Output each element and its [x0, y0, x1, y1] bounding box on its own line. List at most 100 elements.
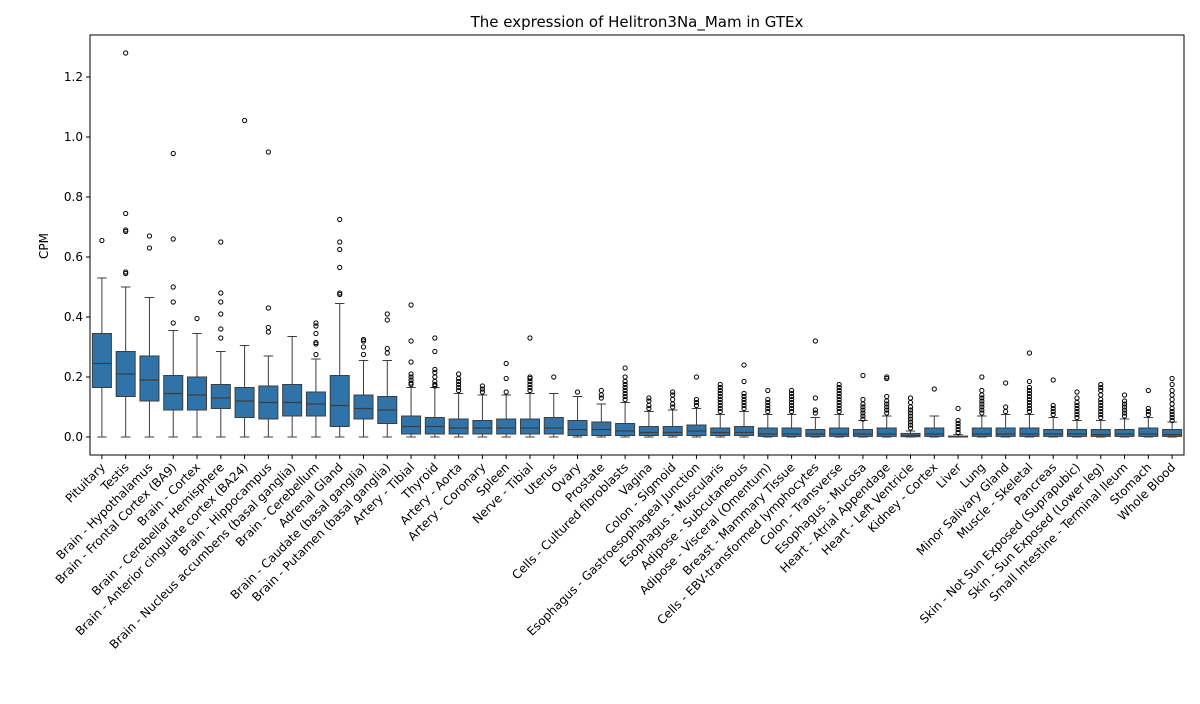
- iqr-box: [401, 415, 422, 435]
- outlier-point: [1050, 377, 1056, 383]
- outlier-point: [408, 371, 414, 377]
- outlier-point: [1121, 410, 1128, 416]
- outlier-point: [146, 233, 153, 239]
- outlier-point: [337, 246, 343, 253]
- outlier-point: [123, 227, 129, 233]
- iqr-box: [662, 426, 683, 436]
- iqr-box: [1138, 427, 1159, 437]
- outlier-point: [907, 404, 914, 410]
- outlier-point: [836, 405, 842, 412]
- outlier-point: [860, 401, 866, 407]
- outlier-point: [123, 50, 129, 56]
- y-tick-label: 1.2: [64, 70, 83, 84]
- outlier-point: [432, 369, 438, 376]
- outlier-point: [360, 351, 367, 358]
- box-group: [1138, 387, 1159, 438]
- outlier-point: [788, 408, 795, 415]
- outlier-point: [1026, 350, 1033, 356]
- outlier-point: [884, 410, 890, 416]
- iqr-box: [187, 376, 208, 411]
- outlier-point: [741, 362, 747, 368]
- outlier-point: [907, 395, 914, 401]
- outlier-point: [408, 302, 414, 308]
- iqr-box: [995, 427, 1016, 437]
- outlier-point: [884, 407, 890, 413]
- outlier-point: [741, 393, 747, 400]
- outlier-point: [955, 429, 961, 436]
- outlier-point: [907, 413, 914, 419]
- outlier-point: [337, 239, 343, 245]
- outlier-point: [717, 402, 723, 409]
- outlier-point: [1098, 408, 1104, 415]
- outlier-point: [646, 405, 652, 412]
- outlier-point: [836, 408, 842, 415]
- outlier-point: [670, 401, 676, 407]
- outlier-point: [1098, 387, 1104, 394]
- outlier-point: [622, 378, 628, 385]
- iqr-box: [615, 423, 636, 436]
- outlier-point: [884, 393, 890, 400]
- outlier-point: [313, 351, 319, 358]
- box-group: [234, 117, 255, 438]
- outlier-point: [432, 366, 438, 373]
- iqr-box: [329, 375, 350, 427]
- iqr-box: [353, 394, 374, 420]
- outlier-point: [622, 387, 628, 394]
- iqr-box: [591, 421, 612, 436]
- outlier-point: [265, 305, 271, 311]
- outlier-point: [812, 410, 818, 416]
- box-group: [210, 239, 231, 438]
- outlier-point: [456, 371, 462, 377]
- outlier-point: [907, 410, 914, 416]
- outlier-point: [1003, 404, 1009, 410]
- outlier-point: [456, 387, 462, 394]
- outlier-point: [1074, 389, 1080, 395]
- outlier-point: [313, 330, 319, 337]
- outlier-point: [788, 399, 795, 406]
- outlier-point: [741, 405, 747, 412]
- outlier-point: [907, 399, 914, 406]
- box-group: [258, 149, 279, 438]
- outlier-point: [788, 402, 795, 409]
- y-tick-label: 0.4: [64, 310, 83, 324]
- outlier-point: [408, 374, 414, 380]
- box-group: [377, 311, 398, 438]
- box-group: [924, 386, 945, 438]
- box-group: [543, 374, 564, 438]
- iqr-box: [448, 418, 469, 435]
- outlier-point: [765, 405, 771, 412]
- outlier-point: [1121, 401, 1128, 407]
- box-group: [662, 389, 683, 438]
- outlier-point: [265, 149, 271, 155]
- outlier-point: [1098, 381, 1104, 388]
- outlier-point: [456, 381, 462, 388]
- outlier-point: [670, 389, 676, 395]
- outlier-point: [1145, 405, 1151, 412]
- box-group: [1114, 392, 1135, 438]
- box-group: [805, 338, 826, 438]
- outlier-point: [812, 407, 818, 413]
- outlier-point: [884, 374, 890, 380]
- outlier-point: [693, 396, 700, 403]
- box-group: [91, 237, 112, 438]
- outlier-point: [860, 407, 866, 413]
- box-group: [401, 302, 422, 438]
- outlier-point: [1074, 414, 1080, 421]
- outlier-point: [955, 426, 961, 433]
- outlier-point: [360, 344, 367, 350]
- outlier-point: [456, 384, 462, 391]
- outlier-point: [574, 389, 581, 395]
- outlier-point: [337, 264, 343, 271]
- y-tick-label: 0.2: [64, 370, 83, 384]
- box-group: [591, 387, 612, 438]
- box-group: [781, 387, 802, 438]
- box-group: [187, 315, 208, 438]
- outlier-point: [527, 387, 533, 394]
- outlier-point: [907, 422, 914, 428]
- box-group: [448, 371, 469, 438]
- outlier-point: [788, 405, 795, 412]
- iqr-box: [1019, 427, 1040, 437]
- outlier-point: [765, 408, 771, 415]
- outlier-point: [717, 405, 723, 412]
